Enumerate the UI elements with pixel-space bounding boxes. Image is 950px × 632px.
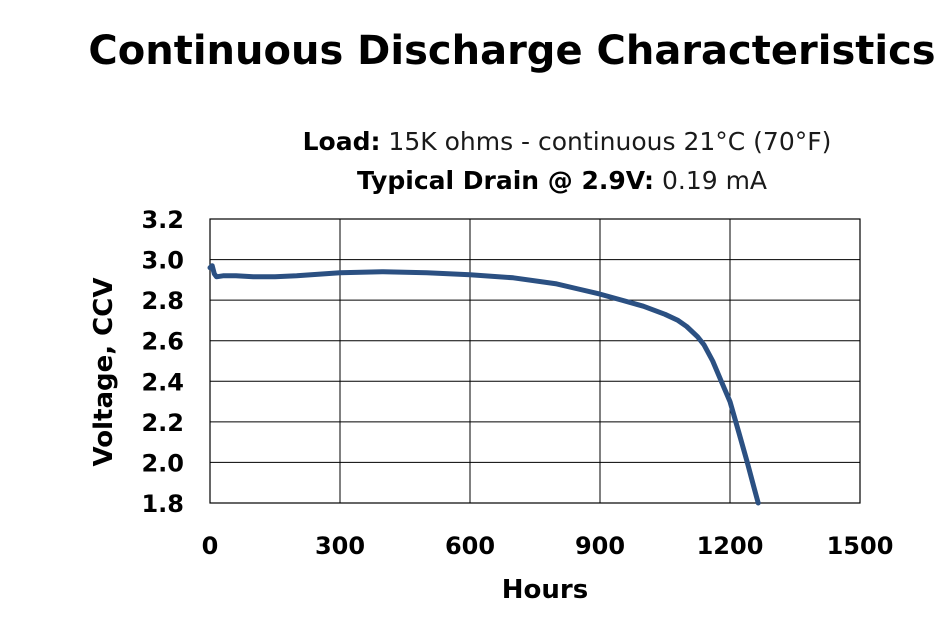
- x-tick-label: 600: [445, 532, 495, 560]
- subtitle-load-value: 15K ohms - continuous 21°C (70°F): [380, 127, 831, 156]
- x-axis-label: Hours: [502, 575, 588, 605]
- x-tick-label: 300: [315, 532, 365, 560]
- x-tick-label: 1200: [697, 532, 764, 560]
- subtitle-load-label: Load:: [303, 127, 381, 156]
- chart-title: Continuous Discharge Characteristics: [88, 28, 935, 74]
- x-tick-label: 1500: [827, 532, 894, 560]
- plot-frame: [209, 218, 861, 504]
- y-tick-label: 2.0: [141, 449, 184, 477]
- y-tick-label: 2.8: [141, 287, 184, 315]
- x-tick-label: 900: [575, 532, 625, 560]
- subtitle-drain-value: 0.19 mA: [654, 166, 767, 195]
- y-tick-label: 2.2: [141, 409, 184, 437]
- voltage-series-line: [207, 263, 761, 506]
- subtitle-load: Load: 15K ohms - continuous 21°C (70°F): [303, 127, 832, 156]
- x-tick-labels: 0 300 600 900 1200 1500: [202, 532, 894, 560]
- y-tick-label: 2.6: [141, 328, 184, 356]
- subtitle-drain: Typical Drain @ 2.9V: 0.19 mA: [357, 166, 767, 195]
- y-axis-label: Voltage, CCV: [89, 278, 119, 467]
- y-tick-label: 2.4: [141, 368, 184, 396]
- y-tick-label: 1.8: [141, 490, 184, 518]
- y-tick-label: 3.2: [141, 206, 184, 234]
- x-tick-label: 0: [202, 532, 219, 560]
- y-tick-labels: 3.2 3.0 2.8 2.6 2.4 2.2 2.0 1.8: [141, 206, 184, 518]
- subtitle-drain-label: Typical Drain @ 2.9V:: [357, 166, 654, 195]
- grid-lines: [209, 218, 861, 504]
- y-tick-label: 3.0: [141, 247, 184, 275]
